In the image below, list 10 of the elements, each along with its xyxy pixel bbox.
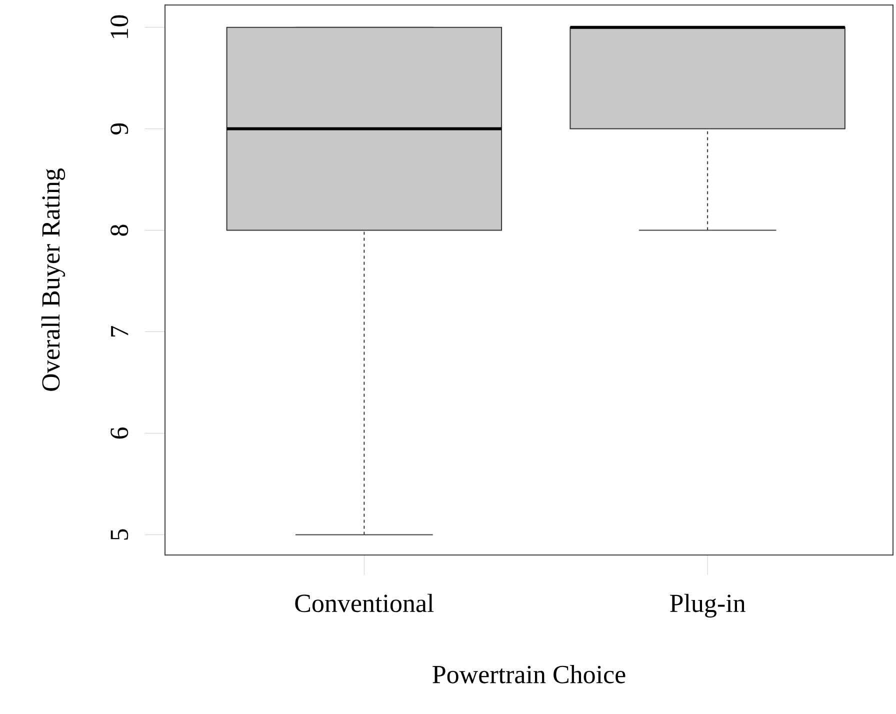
x-tick-label: Conventional: [295, 594, 434, 612]
y-tick-label: 6: [110, 427, 128, 439]
x-axis-title: Powertrain Choice: [432, 665, 626, 684]
y-axis-title: Overall Buyer Rating: [41, 168, 66, 391]
y-tick-label: 8: [110, 224, 128, 236]
y-tick-label: 5: [110, 529, 128, 540]
y-tick-label: 7: [111, 326, 128, 337]
y-tick-label: 10: [110, 15, 128, 38]
x-tick-label: Plug-in: [670, 594, 746, 618]
y-tick-label: 9: [110, 123, 128, 134]
